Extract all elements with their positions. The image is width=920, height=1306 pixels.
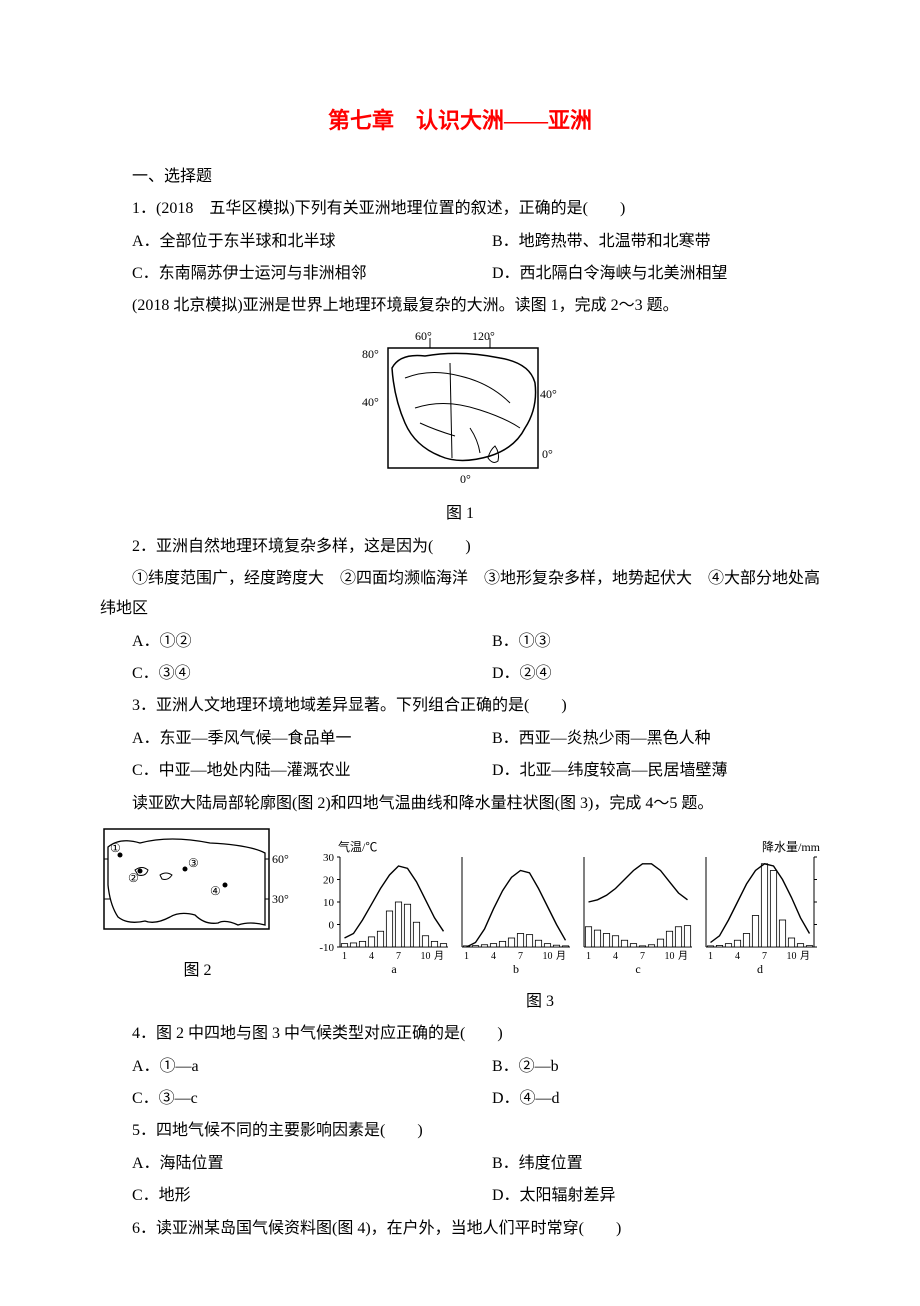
- q4-optD: D．④—d: [460, 1084, 820, 1114]
- svg-text:10: 10: [323, 897, 335, 909]
- q2-optA: A．①②: [100, 627, 460, 657]
- q3-optA: A．东亚—季风气候—食品单一: [100, 724, 460, 754]
- q3-row1: A．东亚—季风气候—食品单一 B．西亚—炎热少雨—黑色人种: [100, 724, 820, 754]
- svg-text:40°: 40°: [362, 395, 379, 409]
- q2-body: ①纬度范围广，经度跨度大 ②四面均濒临海洋 ③地形复杂多样，地势起伏大 ④大部分…: [100, 564, 820, 625]
- svg-text:4: 4: [369, 951, 374, 962]
- svg-text:0°: 0°: [460, 472, 471, 486]
- q45-intro: 读亚欧大陆局部轮廓图(图 2)和四地气温曲线和降水量柱状图(图 3)，完成 4～…: [100, 789, 820, 819]
- q5-optB: B．纬度位置: [460, 1149, 820, 1179]
- q5-optA: A．海陆位置: [100, 1149, 460, 1179]
- q5-row1: A．海陆位置 B．纬度位置: [100, 1149, 820, 1179]
- fig23-caption-row: 图 3: [100, 987, 820, 1017]
- q1-stem: 1．(2018 五华区模拟)下列有关亚洲地理位置的叙述，正确的是( ): [100, 194, 820, 224]
- svg-text:气温/℃: 气温/℃: [338, 839, 377, 854]
- q4-optA: A．①—a: [100, 1052, 460, 1082]
- q4-row1: A．①—a B．②—b: [100, 1052, 820, 1082]
- q1-row2: C．东南隔苏伊士运河与非洲相邻 D．西北隔白令海峡与北美洲相望: [100, 259, 820, 289]
- q4-optB: B．②—b: [460, 1052, 820, 1082]
- svg-text:10: 10: [787, 951, 797, 962]
- svg-text:10: 10: [543, 951, 553, 962]
- q2-row2: C．③④ D．②④: [100, 659, 820, 689]
- q1-optD: D．西北隔白令海峡与北美洲相望: [460, 259, 820, 289]
- svg-text:b: b: [513, 962, 519, 975]
- svg-text:①: ①: [110, 841, 121, 855]
- svg-text:④: ④: [210, 884, 221, 898]
- svg-text:-10: -10: [319, 942, 334, 954]
- chapter-title: 第七章 认识大洲——亚洲: [100, 100, 820, 142]
- svg-text:30: 30: [323, 852, 335, 864]
- svg-text:4: 4: [735, 951, 740, 962]
- svg-text:60°: 60°: [272, 852, 289, 866]
- figure-2-svg: 60° 30° ① ② ③ ④: [100, 825, 295, 945]
- q5-optD: D．太阳辐射差异: [460, 1181, 820, 1211]
- q3-optD: D．北亚—纬度较高—民居墙壁薄: [460, 756, 820, 786]
- svg-text:20: 20: [323, 875, 335, 887]
- svg-text:40°: 40°: [540, 387, 557, 401]
- svg-text:0: 0: [329, 920, 335, 932]
- section-heading: 一、选择题: [100, 162, 820, 192]
- figures-2-3-row: 60° 30° ① ② ③ ④ 图 2 气温/℃ 降水量/mm -10 0 10 20 30…: [100, 825, 820, 987]
- q1-optC: C．东南隔苏伊士运河与非洲相邻: [100, 259, 460, 289]
- q3-row2: C．中亚—地处内陆—灌溉农业 D．北亚—纬度较高—民居墙壁薄: [100, 756, 820, 786]
- svg-text:a: a: [391, 962, 397, 975]
- q4-optC: C．③—c: [100, 1084, 460, 1114]
- q4-row2: C．③—c D．④—d: [100, 1084, 820, 1114]
- svg-text:1: 1: [464, 951, 469, 962]
- q1-optB: B．地跨热带、北温带和北寒带: [460, 227, 820, 257]
- figure-3-caption: 图 3: [360, 987, 720, 1017]
- svg-text:③: ③: [188, 856, 199, 870]
- q3-stem: 3．亚洲人文地理环境地域差异显著。下列组合正确的是( ): [100, 691, 820, 721]
- figure-3: 气温/℃降水量/mm-100102030010020030040014710月a…: [300, 839, 820, 986]
- figure-3-svg: 气温/℃降水量/mm-100102030010020030040014710月a…: [300, 839, 820, 975]
- svg-text:4: 4: [491, 951, 496, 962]
- svg-text:1: 1: [342, 951, 347, 962]
- svg-text:80°: 80°: [362, 347, 379, 361]
- svg-text:月: 月: [556, 950, 566, 962]
- svg-text:60°: 60°: [415, 329, 432, 343]
- svg-text:7: 7: [396, 951, 401, 962]
- svg-text:10: 10: [421, 951, 431, 962]
- q3-optB: B．西亚—炎热少雨—黑色人种: [460, 724, 820, 754]
- svg-text:0°: 0°: [542, 447, 553, 461]
- q4-stem: 4．图 2 中四地与图 3 中气候类型对应正确的是( ): [100, 1019, 820, 1049]
- q5-row2: C．地形 D．太阳辐射差异: [100, 1181, 820, 1211]
- figure-2-caption: 图 2: [100, 956, 295, 986]
- svg-text:7: 7: [518, 951, 523, 962]
- svg-text:②: ②: [128, 871, 139, 885]
- q23-intro: (2018 北京模拟)亚洲是世界上地理环境最复杂的大洲。读图 1，完成 2～3 …: [100, 291, 820, 321]
- figure-1-svg: 60° 120° 80° 40° 40° 0° 0°: [360, 328, 560, 488]
- svg-text:7: 7: [640, 951, 645, 962]
- svg-text:10: 10: [665, 951, 675, 962]
- svg-text:30°: 30°: [272, 892, 289, 906]
- svg-text:月: 月: [678, 950, 688, 962]
- svg-text:1: 1: [708, 951, 713, 962]
- svg-text:1: 1: [586, 951, 591, 962]
- q1-row1: A．全部位于东半球和北半球 B．地跨热带、北温带和北寒带: [100, 227, 820, 257]
- svg-text:降水量/mm: 降水量/mm: [762, 840, 820, 854]
- q2-row1: A．①② B．①③: [100, 627, 820, 657]
- q2-optD: D．②④: [460, 659, 820, 689]
- q2-stem: 2．亚洲自然地理环境复杂多样，这是因为( ): [100, 532, 820, 562]
- svg-text:7: 7: [762, 951, 767, 962]
- figure-1: 60° 120° 80° 40° 40° 0° 0°: [100, 328, 820, 499]
- q3-optC: C．中亚—地处内陆—灌溉农业: [100, 756, 460, 786]
- q5-optC: C．地形: [100, 1181, 460, 1211]
- q1-optA: A．全部位于东半球和北半球: [100, 227, 460, 257]
- q5-stem: 5．四地气候不同的主要影响因素是( ): [100, 1116, 820, 1146]
- svg-text:月: 月: [434, 950, 444, 962]
- q2-optC: C．③④: [100, 659, 460, 689]
- svg-text:c: c: [635, 962, 640, 975]
- q2-optB: B．①③: [460, 627, 820, 657]
- svg-text:120°: 120°: [472, 329, 495, 343]
- figure-2: 60° 30° ① ② ③ ④ 图 2: [100, 825, 295, 987]
- svg-text:d: d: [757, 962, 763, 975]
- svg-text:月: 月: [800, 950, 810, 962]
- svg-text:4: 4: [613, 951, 618, 962]
- q6-stem: 6．读亚洲某岛国气候资料图(图 4)，在户外，当地人们平时常穿( ): [100, 1214, 820, 1244]
- figure-1-caption: 图 1: [100, 499, 820, 529]
